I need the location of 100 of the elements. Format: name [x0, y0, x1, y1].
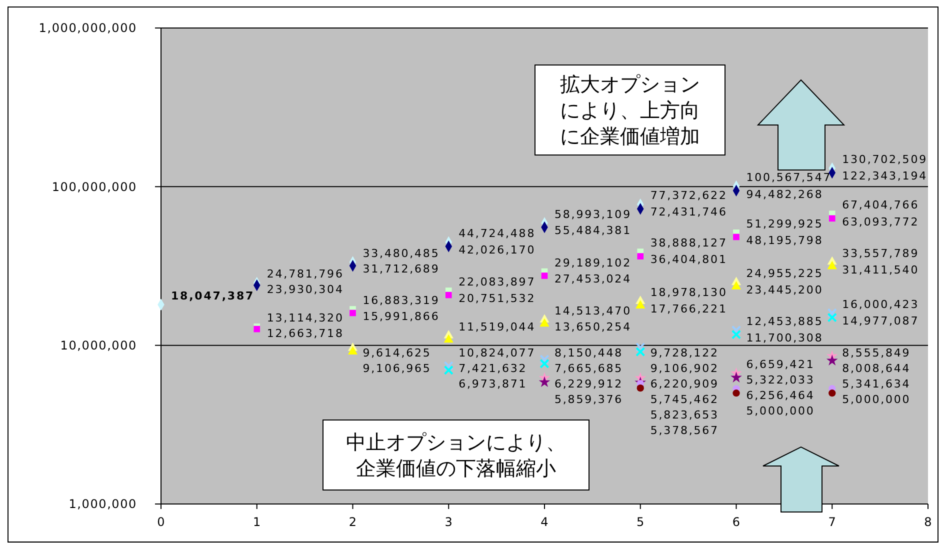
point — [445, 292, 452, 298]
data-label: 31,712,689 — [362, 262, 440, 276]
point — [827, 260, 837, 270]
point — [828, 390, 836, 397]
data-label: 6,229,912 — [554, 378, 624, 391]
data-label: 100,567,547 — [746, 171, 832, 184]
point — [540, 318, 550, 327]
data-label: 18,047,387 — [171, 290, 255, 302]
data-label: 33,480,485 — [362, 246, 440, 260]
data-label: 23,930,304 — [266, 283, 344, 296]
data-label: 5,378,567 — [650, 424, 719, 438]
data-label: 11,519,044 — [458, 320, 536, 334]
point — [636, 300, 646, 309]
data-label: 8,555,849 — [842, 346, 911, 360]
data-label: 6,256,464 — [746, 389, 815, 402]
data-label: 5,823,653 — [650, 408, 719, 422]
point — [637, 253, 644, 260]
data-label: 122,343,194 — [842, 170, 928, 183]
data-label: 11,700,308 — [746, 331, 824, 344]
data-label: 9,106,965 — [362, 362, 432, 376]
y-tick-label: 1,000,000,000 — [38, 21, 137, 36]
data-label: 24,781,796 — [266, 268, 344, 281]
data-label: 12,663,718 — [266, 327, 344, 340]
data-label: 9,614,625 — [362, 346, 432, 360]
x-tick-label: 6 — [732, 515, 740, 529]
data-label: 55,484,381 — [554, 224, 632, 238]
data-label: 63,093,772 — [842, 215, 920, 228]
point — [540, 354, 550, 364]
data-label: 5,745,462 — [650, 393, 719, 406]
data-label: 13,114,320 — [266, 312, 344, 324]
data-label: 31,411,540 — [842, 263, 920, 276]
point — [827, 308, 837, 318]
x-tick-label: 8 — [924, 515, 932, 529]
data-label: 27,453,024 — [554, 272, 632, 286]
data-label: 9,728,122 — [650, 346, 719, 360]
point — [541, 272, 548, 279]
data-label: 24,955,225 — [746, 267, 824, 280]
point — [730, 372, 742, 382]
data-label: 22,083,897 — [458, 276, 536, 289]
data-label: 5,000,000 — [746, 404, 815, 418]
data-label: 8,008,644 — [842, 362, 911, 376]
x-tick-label: 5 — [636, 515, 644, 529]
point — [538, 376, 550, 387]
x-tick-label: 4 — [540, 515, 548, 529]
y-tick-label: 100,000,000 — [52, 180, 137, 194]
point — [733, 234, 740, 240]
data-label: 6,220,909 — [650, 378, 719, 391]
point — [254, 326, 260, 332]
data-label: 9,106,902 — [650, 362, 719, 376]
data-label: 13,650,254 — [554, 320, 632, 334]
data-label: 33,557,789 — [842, 246, 920, 260]
point — [731, 281, 742, 290]
data-label: 15,991,866 — [362, 310, 440, 323]
data-label: 16,883,319 — [362, 294, 440, 308]
data-label: 17,766,221 — [650, 302, 728, 316]
point — [444, 361, 454, 371]
x-tick-label: 0 — [157, 515, 165, 529]
data-label: 58,993,109 — [554, 208, 632, 221]
data-label: 36,404,801 — [650, 253, 728, 266]
data-label: 8,150,448 — [554, 346, 624, 360]
point — [636, 346, 646, 357]
x-tick-label: 2 — [348, 515, 357, 529]
point — [350, 310, 356, 316]
x-tick-label: 7 — [828, 515, 836, 529]
y-tick-label: 10,000,000 — [60, 338, 137, 353]
point — [636, 342, 646, 352]
data-label: 18,978,130 — [650, 286, 728, 300]
data-label: 44,724,488 — [458, 226, 536, 240]
point — [444, 365, 454, 375]
data-label: 5,322,033 — [746, 374, 815, 387]
data-label: 29,189,102 — [554, 256, 632, 270]
data-label: 77,372,622 — [650, 189, 728, 202]
data-label: 20,751,532 — [458, 292, 536, 305]
data-label: 23,445,200 — [746, 283, 824, 296]
data-label: 42,026,170 — [458, 243, 536, 256]
data-label: 6,973,871 — [458, 378, 528, 391]
data-label: 130,702,509 — [842, 153, 928, 166]
data-label: 12,453,885 — [746, 315, 824, 328]
data-label: 94,482,268 — [746, 188, 824, 202]
x-tick-label: 3 — [444, 515, 452, 529]
data-label: 16,000,423 — [842, 298, 920, 311]
point — [826, 354, 838, 366]
data-label: 5,000,000 — [842, 393, 911, 406]
annotation: 拡大オプションにより、上方向に企業価値増加 — [560, 72, 700, 148]
data-label: 6,659,421 — [746, 358, 815, 372]
data-label: 14,977,087 — [842, 314, 920, 328]
point — [731, 325, 742, 336]
data-label: 5,859,376 — [554, 393, 624, 406]
point — [731, 330, 742, 340]
data-label: 10,824,077 — [458, 346, 536, 360]
data-label: 51,299,925 — [746, 218, 824, 231]
point — [540, 358, 550, 368]
data-label: 48,195,798 — [746, 234, 824, 247]
annotation: 中止オプションにより、企業価値の下落幅縮小 — [346, 430, 566, 480]
point — [828, 215, 836, 222]
point — [348, 346, 358, 355]
data-label: 72,431,746 — [650, 206, 728, 219]
data-label: 38,888,127 — [650, 236, 728, 250]
data-label: 14,513,470 — [554, 304, 632, 318]
data-label: 7,421,632 — [458, 362, 528, 376]
